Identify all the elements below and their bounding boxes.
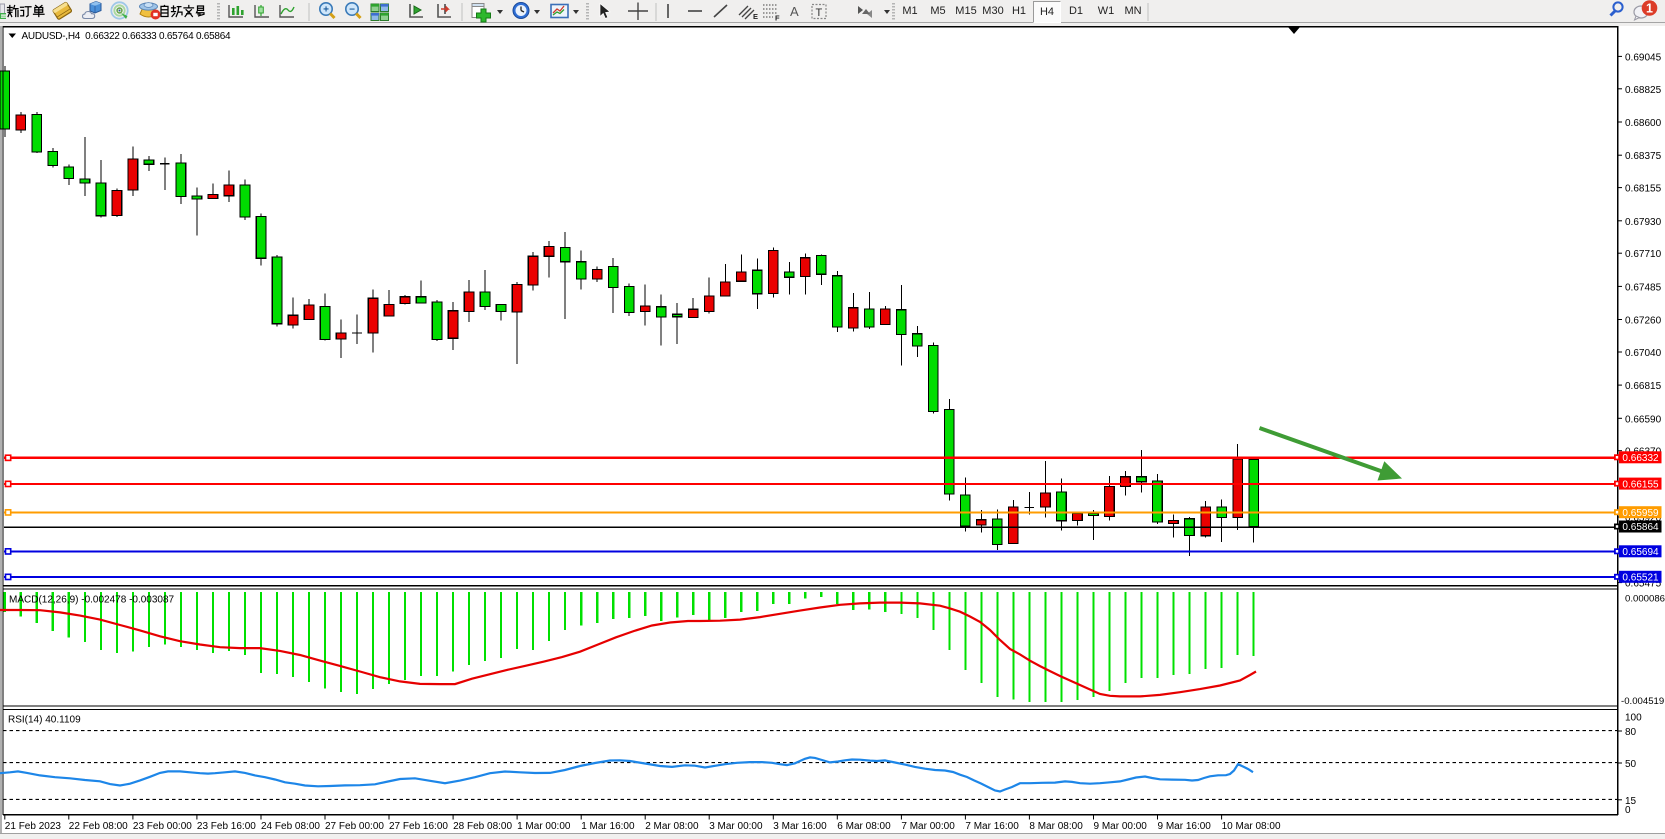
svg-text:T: T bbox=[816, 7, 823, 19]
svg-text:+: + bbox=[323, 5, 329, 16]
svg-text:9 Mar 00:00: 9 Mar 00:00 bbox=[1094, 821, 1148, 832]
svg-text:0.67260: 0.67260 bbox=[1625, 316, 1662, 327]
svg-text:27 Feb 00:00: 27 Feb 00:00 bbox=[325, 821, 384, 832]
svg-text:0.66590: 0.66590 bbox=[1625, 414, 1662, 425]
svg-text:MACD(12,26,9) -0.002478 -0.003: MACD(12,26,9) -0.002478 -0.003087 bbox=[9, 595, 175, 606]
svg-text:27 Feb 16:00: 27 Feb 16:00 bbox=[389, 821, 448, 832]
svg-text:0.65864: 0.65864 bbox=[1622, 522, 1659, 533]
svg-text:0.65694: 0.65694 bbox=[1622, 547, 1659, 558]
svg-text:E: E bbox=[753, 12, 758, 21]
svg-text:0.000086: 0.000086 bbox=[1625, 594, 1665, 605]
svg-text:23 Feb 00:00: 23 Feb 00:00 bbox=[133, 821, 192, 832]
svg-text:1: 1 bbox=[1646, 1, 1653, 15]
svg-text:50: 50 bbox=[1625, 759, 1637, 770]
svg-text:0.68600: 0.68600 bbox=[1625, 118, 1662, 129]
svg-text:F: F bbox=[775, 14, 780, 23]
svg-text:8 Mar 08:00: 8 Mar 08:00 bbox=[1029, 821, 1083, 832]
svg-text:0.68825: 0.68825 bbox=[1625, 85, 1662, 96]
svg-text:RSI(14) 40.1109: RSI(14) 40.1109 bbox=[8, 715, 81, 726]
svg-text:0.66815: 0.66815 bbox=[1625, 381, 1662, 392]
svg-text:0.67040: 0.67040 bbox=[1625, 348, 1662, 359]
svg-text:28 Feb 08:00: 28 Feb 08:00 bbox=[453, 821, 512, 832]
svg-text:7 Mar 16:00: 7 Mar 16:00 bbox=[965, 821, 1019, 832]
svg-text:7 Mar 00:00: 7 Mar 00:00 bbox=[901, 821, 955, 832]
svg-text:0.66155: 0.66155 bbox=[1622, 479, 1659, 490]
svg-text:0.65521: 0.65521 bbox=[1622, 573, 1659, 584]
svg-text:0.67710: 0.67710 bbox=[1625, 249, 1662, 260]
svg-text:0: 0 bbox=[1625, 805, 1631, 816]
svg-text:15: 15 bbox=[1625, 796, 1637, 807]
svg-text:22 Feb 08:00: 22 Feb 08:00 bbox=[69, 821, 128, 832]
svg-text:0.66332: 0.66332 bbox=[1622, 453, 1659, 464]
svg-text:80: 80 bbox=[1625, 727, 1637, 738]
svg-text:1 Mar 16:00: 1 Mar 16:00 bbox=[581, 821, 635, 832]
svg-text:23 Feb 16:00: 23 Feb 16:00 bbox=[197, 821, 256, 832]
svg-text:0.68375: 0.68375 bbox=[1625, 151, 1662, 162]
svg-text:24 Feb 08:00: 24 Feb 08:00 bbox=[261, 821, 320, 832]
svg-text:3 Mar 16:00: 3 Mar 16:00 bbox=[773, 821, 827, 832]
svg-text:3 Mar 00:00: 3 Mar 00:00 bbox=[709, 821, 763, 832]
svg-text:21 Feb 2023: 21 Feb 2023 bbox=[5, 821, 62, 832]
svg-text:0.69045: 0.69045 bbox=[1625, 52, 1662, 63]
svg-text:0.67485: 0.67485 bbox=[1625, 282, 1662, 293]
svg-text:-0.004519: -0.004519 bbox=[1621, 696, 1664, 707]
svg-text:6 Mar 08:00: 6 Mar 08:00 bbox=[837, 821, 891, 832]
svg-text:1 Mar 00:00: 1 Mar 00:00 bbox=[517, 821, 571, 832]
svg-text:0.65475: 0.65475 bbox=[1625, 579, 1662, 590]
svg-text:A: A bbox=[790, 4, 799, 19]
svg-text:0.68155: 0.68155 bbox=[1625, 184, 1662, 195]
svg-text:0.67930: 0.67930 bbox=[1625, 217, 1662, 228]
svg-text:−: − bbox=[349, 5, 355, 16]
svg-text:0.65920: 0.65920 bbox=[1625, 513, 1662, 524]
svg-text:2 Mar 08:00: 2 Mar 08:00 bbox=[645, 821, 699, 832]
svg-text:AUDUSD-,H4 0.66322 0.66333 0.: AUDUSD-,H4 0.66322 0.66333 0.65764 0.658… bbox=[22, 31, 232, 42]
svg-text:10 Mar 08:00: 10 Mar 08:00 bbox=[1222, 821, 1281, 832]
svg-text:0.65959: 0.65959 bbox=[1622, 508, 1659, 519]
svg-text:9 Mar 16:00: 9 Mar 16:00 bbox=[1158, 821, 1212, 832]
svg-text:100: 100 bbox=[1625, 713, 1642, 724]
